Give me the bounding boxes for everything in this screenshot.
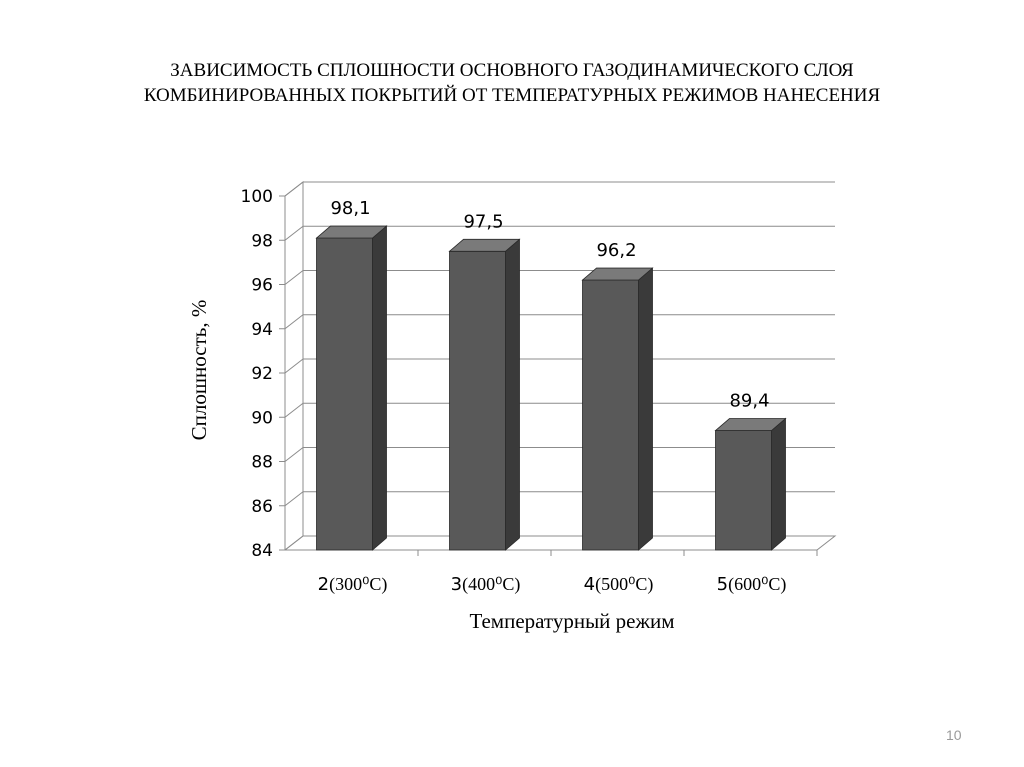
x-tick-label: 2(300⁰C) [318,574,388,595]
y-axis-title: Сплошность, % [187,300,211,441]
bar-side [638,267,653,551]
gridline-wall [284,181,304,197]
x-tick-label: 4(500⁰C) [584,574,654,595]
slide-title-line-2: КОМБИНИРОВАННЫХ ПОКРЫТИЙ ОТ ТЕМПЕРАТУРНЫ… [143,85,881,106]
bar-top [315,225,388,239]
data-label: 97,5 [463,211,503,232]
bar-front [582,279,639,551]
bar-3 [581,267,654,551]
x-axis-title: Температурный режим [469,609,674,633]
x-tick-label-number: 4 [584,574,595,595]
bar-side [372,225,387,551]
x-tick-label-temperature: (300⁰C) [329,574,387,595]
bars-layer [315,225,787,551]
y-tick-label: 86 [251,497,273,517]
y-tick-label: 98 [251,231,273,251]
bar-front [715,430,772,551]
gridline-wall [284,225,304,241]
gridline-wall [284,447,304,462]
gridline-wall [284,358,304,374]
slide-title: ЗАВИСИМОСТЬ СПЛОШНОСТИ ОСНОВНОГО ГАЗОДИН… [0,58,1024,108]
data-label: 98,1 [330,198,370,219]
gridline-wall [284,314,304,330]
bar-4 [714,417,787,551]
bar-side [505,238,520,551]
x-tick-label-temperature: (600⁰C) [728,574,786,595]
bar-front [449,250,506,551]
bar-top [581,267,654,281]
y-tick-label: 94 [251,320,273,340]
y-tick-label: 96 [251,276,273,296]
y-tick-label: 100 [241,187,273,207]
x-tick-label: 5(600⁰C) [717,574,787,595]
data-label: 89,4 [729,391,769,412]
slide-title-line-1: ЗАВИСИМОСТЬ СПЛОШНОСТИ ОСНОВНОГО ГАЗОДИН… [170,60,854,81]
y-tick-label: 84 [251,541,273,561]
x-tick-label-number: 5 [717,574,728,595]
gridline-wall [284,402,304,418]
bar-1 [315,225,388,551]
y-tick-label: 88 [251,453,273,473]
x-tick-label-temperature: (500⁰C) [595,574,653,595]
labels-layer: 84 86 88 90 92 94 96 98 100 98,1 2(300⁰C) 97,5 3(400… [241,187,787,595]
bar-side [771,417,786,551]
gridline-wall [284,491,304,507]
bar-top [448,238,521,252]
x-tick-label: 3(400⁰C) [451,574,521,595]
y-tick-label: 92 [251,364,273,384]
gridline-wall [284,535,304,551]
y-tick-label: 90 [251,408,273,428]
x-tick-label-temperature: (400⁰C) [462,574,520,595]
data-label: 96,2 [596,240,636,261]
gridline-wall [284,270,304,285]
bar-2 [448,238,521,551]
bar-top [714,418,787,431]
x-tick-label-number: 2 [318,574,329,595]
page-number: 10 [946,727,962,743]
x-tick-label-number: 3 [451,574,462,595]
bar-front [316,237,373,551]
